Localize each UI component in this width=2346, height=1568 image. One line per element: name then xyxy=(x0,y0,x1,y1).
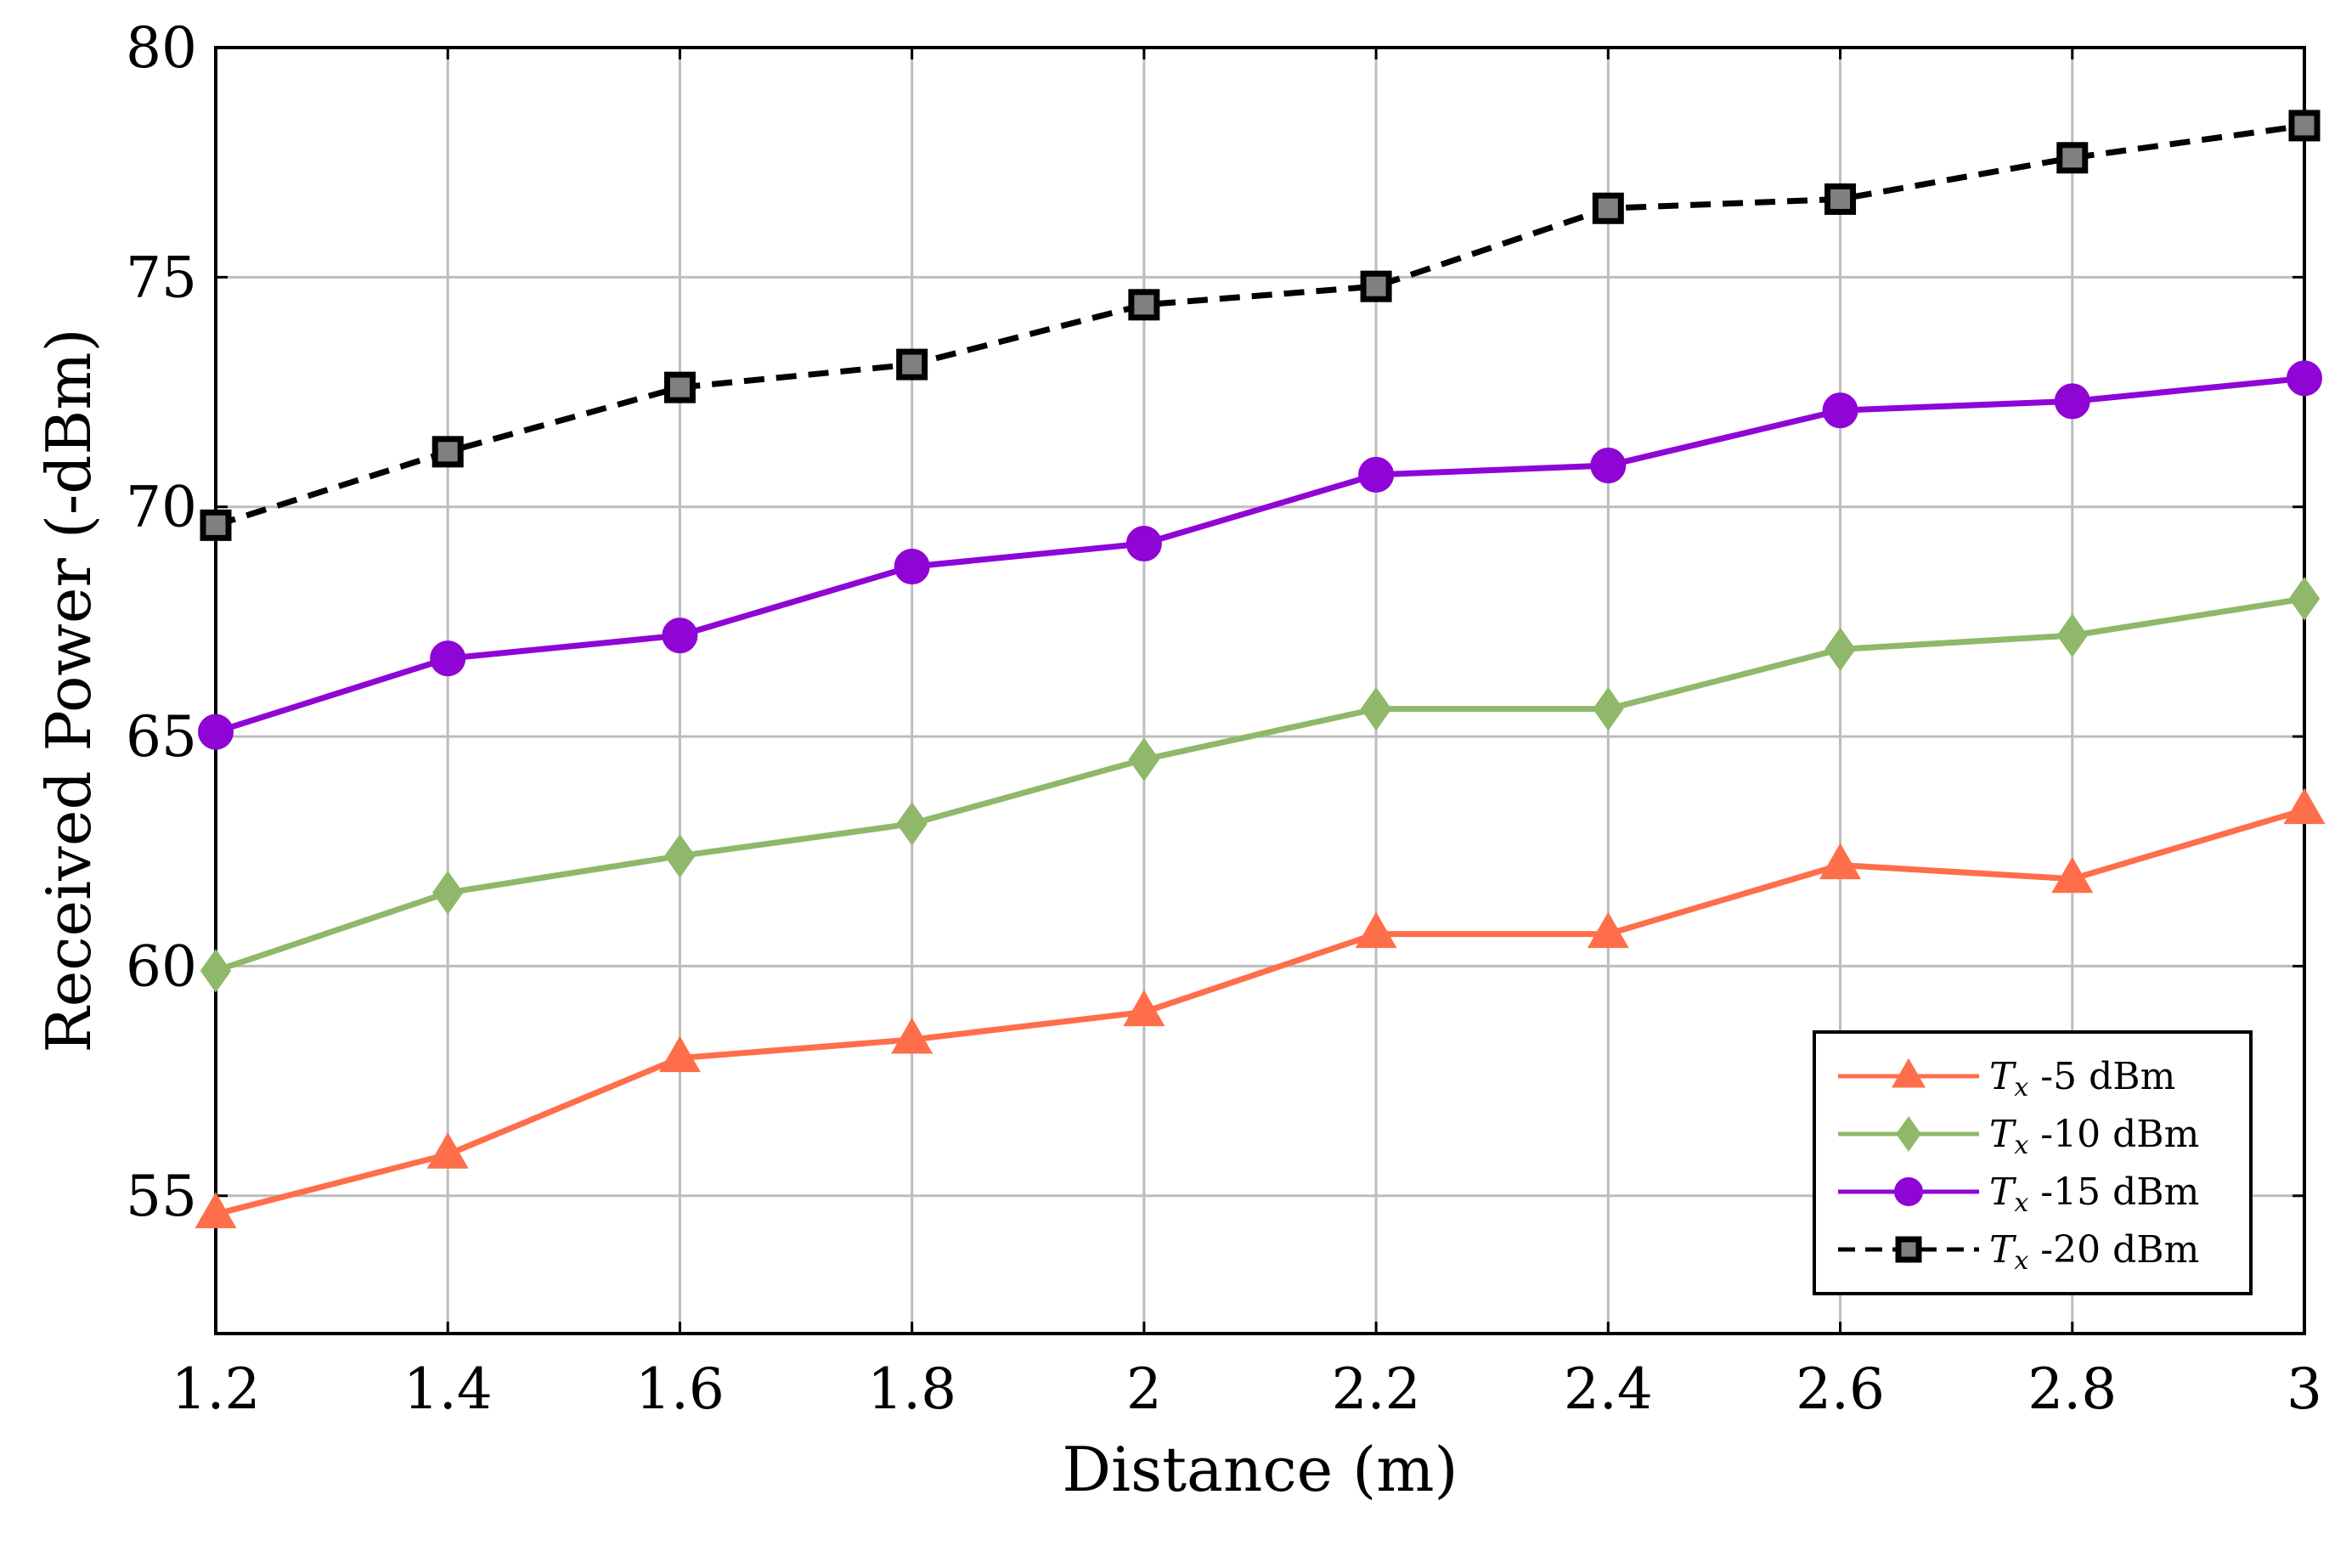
series-0-point-2 xyxy=(658,1035,701,1073)
y-tick-label-4: 75 xyxy=(126,245,197,310)
y-axis-ticks: 55 60 65 70 75 80 xyxy=(126,15,2304,1229)
series-3-point-6 xyxy=(1592,192,1624,224)
series-line-3 xyxy=(214,122,2305,528)
x-tick-label-5: 2.2 xyxy=(1332,1356,1421,1422)
series-1-point-9 xyxy=(2288,577,2321,621)
series-2-point-2 xyxy=(662,618,698,654)
x-tick-label-8: 2.8 xyxy=(2027,1356,2117,1422)
series-1-point-6 xyxy=(1593,686,1624,731)
legend-entry-1: Tx -10 dBm xyxy=(1838,1113,2199,1160)
series-2-point-1 xyxy=(430,640,466,677)
legend-marker-3 xyxy=(1895,1236,1922,1263)
series-3-point-4 xyxy=(1128,289,1160,321)
series-3-point-9 xyxy=(2288,110,2321,142)
y-tick-label-3: 70 xyxy=(126,475,197,540)
series-2-point-9 xyxy=(2287,360,2322,397)
y-tick-label-2: 65 xyxy=(126,704,197,770)
series-0-point-8 xyxy=(2051,856,2094,894)
series-3-point-0 xyxy=(200,509,232,541)
series-3-point-7 xyxy=(1824,183,1857,215)
series-1 xyxy=(200,577,2321,993)
series-2-point-3 xyxy=(894,549,930,585)
x-axis-title: Distance (m) xyxy=(1062,1434,1458,1505)
series-3-point-3 xyxy=(896,348,928,381)
series-1-point-1 xyxy=(431,871,464,915)
series-3-point-5 xyxy=(1360,270,1392,302)
y-tick-label-1: 60 xyxy=(126,933,197,999)
legend-label-0: Tx -5 dBm xyxy=(1989,1055,2175,1103)
series-2-point-5 xyxy=(1358,456,1395,493)
series-0-point-5 xyxy=(1355,911,1397,949)
x-tick-label-4: 2 xyxy=(1126,1356,1162,1422)
legend-label-3: Tx -20 dBm xyxy=(1989,1228,2199,1276)
legend-marker-0 xyxy=(1892,1058,1926,1088)
series-3 xyxy=(200,110,2321,541)
x-tick-label-1: 1.4 xyxy=(403,1356,493,1422)
series-1-point-8 xyxy=(2056,613,2089,657)
series-3-point-2 xyxy=(663,371,696,403)
series-2-point-0 xyxy=(198,713,234,750)
series-0-point-6 xyxy=(1587,911,1629,949)
series-0 xyxy=(195,787,2326,1229)
series-0-point-9 xyxy=(2283,787,2326,825)
legend-marker-1 xyxy=(1896,1116,1921,1152)
legend-label-1: Tx -10 dBm xyxy=(1989,1113,2199,1160)
series-0-point-3 xyxy=(891,1017,933,1054)
series-line-0 xyxy=(215,807,2305,1217)
series-0-point-7 xyxy=(1819,843,1862,880)
legend-entry-2: Tx -15 dBm xyxy=(1838,1170,2199,1218)
series-2 xyxy=(198,360,2322,750)
series-1-point-2 xyxy=(664,833,696,878)
series-2-point-8 xyxy=(2054,383,2090,420)
plot-area-frame xyxy=(214,46,2306,1335)
series-layer xyxy=(195,110,2326,1229)
y-tick-label-0: 55 xyxy=(126,1164,197,1229)
series-line-1 xyxy=(214,595,2305,974)
series-2-point-4 xyxy=(1125,525,1162,561)
series-2-point-7 xyxy=(1822,392,1858,429)
x-tick-label-6: 2.4 xyxy=(1564,1356,1653,1422)
series-1-point-4 xyxy=(1128,737,1160,781)
series-1-point-0 xyxy=(200,949,232,993)
legend-marker-2 xyxy=(1894,1177,1923,1206)
series-2-point-6 xyxy=(1590,448,1627,484)
y-tick-label-5: 80 xyxy=(126,15,197,81)
legend-label-2: Tx -15 dBm xyxy=(1989,1170,2199,1218)
series-0-point-0 xyxy=(195,1192,237,1229)
legend-entry-3: Tx -20 dBm xyxy=(1838,1228,2199,1276)
x-tick-label-2: 1.6 xyxy=(635,1356,725,1422)
legend-entry-0: Tx -5 dBm xyxy=(1838,1055,2175,1103)
series-0-point-1 xyxy=(426,1132,469,1169)
x-tick-label-3: 1.8 xyxy=(867,1356,956,1422)
series-3-point-1 xyxy=(431,436,464,468)
series-line-2 xyxy=(214,375,2305,736)
series-3-point-8 xyxy=(2056,142,2089,174)
series-1-point-7 xyxy=(1824,627,1856,672)
y-axis-title: Received Power (-dBm) xyxy=(33,328,104,1052)
series-1-point-5 xyxy=(1360,686,1392,731)
series-1-point-3 xyxy=(896,802,928,846)
legend: Tx -5 dBm Tx -10 dBm Tx -15 dBm Tx -20 dBm xyxy=(1813,1030,2253,1295)
x-tick-label-9: 3 xyxy=(2287,1356,2322,1422)
series-0-point-4 xyxy=(1123,990,1165,1027)
x-axis-ticks: 1.2 1.4 1.6 1.8 2 2.2 2.4 2.6 2.8 3 xyxy=(172,48,2322,1422)
x-tick-label-7: 2.6 xyxy=(1796,1356,1885,1422)
x-tick-label-0: 1.2 xyxy=(172,1356,261,1422)
